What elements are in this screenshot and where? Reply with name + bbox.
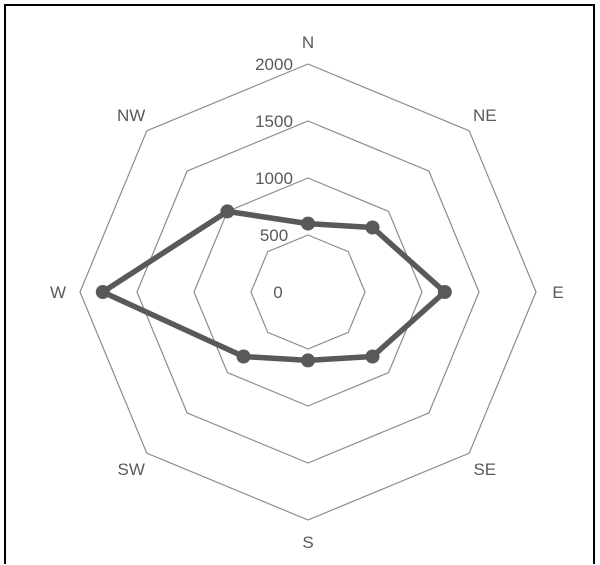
tick-label-2000: 2000 <box>255 55 293 74</box>
data-point-n <box>301 216 315 231</box>
series-layer <box>95 204 452 368</box>
grid-ring-1500 <box>136 120 480 464</box>
grid-layer <box>79 63 537 521</box>
tick-label-500: 500 <box>260 226 288 245</box>
category-label-nw: NW <box>117 106 145 125</box>
data-point-e <box>437 285 452 299</box>
category-label-layer: N NE E SE S SW W NW <box>50 33 564 552</box>
data-point-sw <box>236 349 251 364</box>
category-label-n: N <box>302 33 314 52</box>
category-label-sw: SW <box>118 460 145 479</box>
chart-frame <box>4 4 595 564</box>
category-label-se: SE <box>473 460 496 479</box>
category-label-ne: NE <box>473 106 497 125</box>
tick-label-layer: 0 500 1000 1500 2000 <box>255 55 293 302</box>
category-label-w: W <box>50 283 66 302</box>
data-point-s <box>301 353 315 368</box>
grid-ring-1000 <box>193 177 423 407</box>
data-point-se <box>365 349 380 364</box>
category-label-s: S <box>302 533 313 552</box>
grid-ring-500 <box>250 234 366 350</box>
grid-ring-2000 <box>79 63 537 521</box>
data-point-nw <box>220 204 235 219</box>
data-point-ne <box>365 220 380 235</box>
tick-label-1500: 1500 <box>255 112 293 131</box>
tick-label-0: 0 <box>273 283 282 302</box>
tick-label-1000: 1000 <box>255 169 293 188</box>
category-label-e: E <box>552 283 563 302</box>
data-point-w <box>95 285 110 299</box>
